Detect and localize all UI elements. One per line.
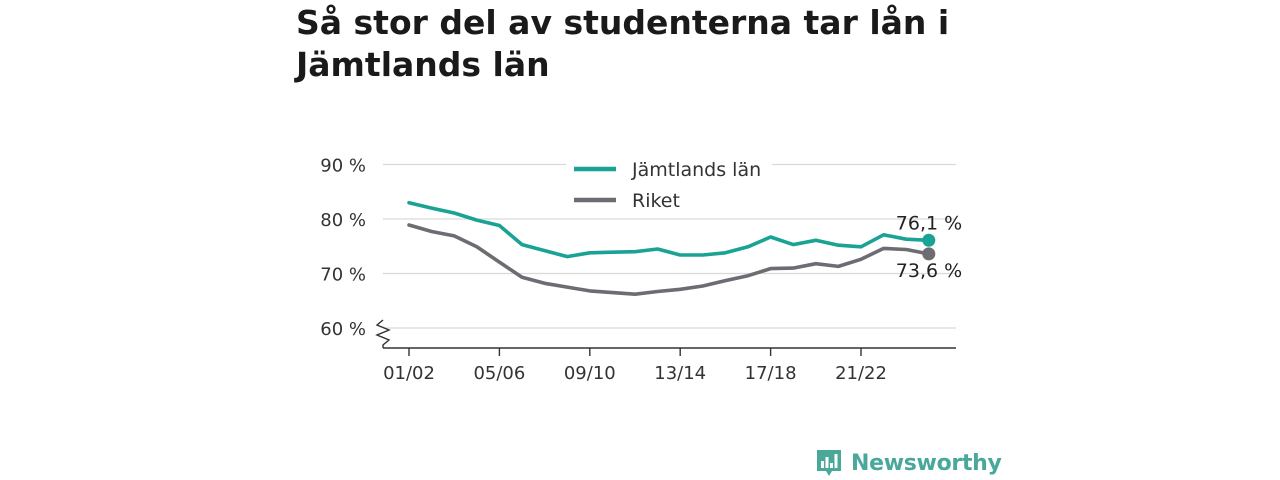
x-tick-label: 17/18 xyxy=(745,363,797,384)
newsworthy-brand: Newsworthy xyxy=(815,446,1002,480)
chart-title: Så stor del av studenterna tar lån i Jäm… xyxy=(296,3,950,84)
series-line xyxy=(407,223,931,297)
x-tick-label: 05/06 xyxy=(473,363,525,384)
end-value-label: 73,6 % xyxy=(896,260,962,282)
x-tick-label: 09/10 xyxy=(564,363,616,384)
x-tick-label: 21/22 xyxy=(835,363,887,384)
brand-name: Newsworthy xyxy=(851,450,1002,476)
bar-chart-bubble-icon xyxy=(817,450,841,476)
end-point xyxy=(922,247,936,261)
axes: 60 % 70 % 80 % 90 % 01/02 05/06 09/10 13/14 17/1… xyxy=(320,156,956,384)
y-tick-label: 80 % xyxy=(320,210,366,231)
y-tick-label: 70 % xyxy=(320,265,366,286)
series-line xyxy=(407,200,931,259)
legend-background xyxy=(566,150,772,218)
x-tick-label: 01/02 xyxy=(383,363,435,384)
series-lines xyxy=(407,200,936,297)
end-point xyxy=(922,233,936,247)
legend-label: Riket xyxy=(632,190,680,212)
end-value-label: 76,1 % xyxy=(896,212,962,234)
y-tick-label: 60 % xyxy=(320,319,366,340)
axis-break-icon xyxy=(375,319,391,348)
legend: Jämtlands län Riket xyxy=(566,150,772,218)
end-labels: 76,1 % 73,6 % xyxy=(896,212,962,282)
y-tick-label: 90 % xyxy=(320,156,366,177)
x-tick-label: 13/14 xyxy=(654,363,706,384)
legend-label: Jämtlands län xyxy=(631,159,761,181)
